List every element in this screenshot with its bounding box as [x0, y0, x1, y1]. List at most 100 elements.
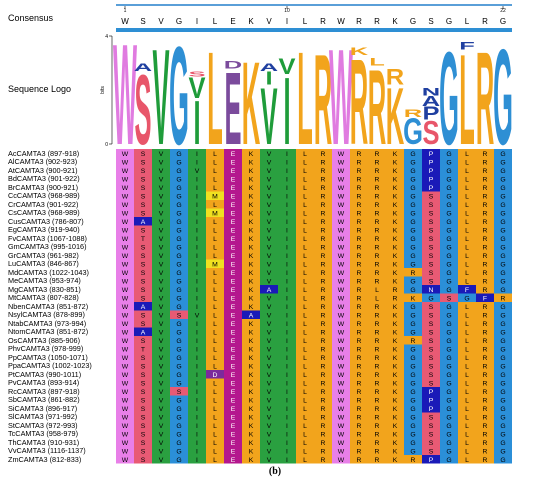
residue-cell	[314, 455, 332, 464]
residue-cell	[224, 438, 242, 447]
logo-letter: W	[329, 20, 353, 173]
sequence-name: CrCAMTA3 (901-922)	[8, 199, 79, 209]
residue-letter: K	[249, 159, 254, 166]
residue-letter: G	[176, 304, 181, 311]
residue-letter: G	[446, 219, 451, 226]
residue-cell	[422, 455, 440, 464]
residue-letter: I	[196, 329, 198, 336]
residue-cell	[296, 336, 314, 345]
residue-cell	[260, 183, 278, 192]
residue-cell	[224, 251, 242, 260]
residue-cell	[440, 429, 458, 438]
residue-letter: K	[393, 151, 398, 158]
residue-letter: V	[159, 448, 164, 455]
residue-cell	[314, 242, 332, 251]
residue-letter: R	[393, 287, 398, 294]
residue-cell	[260, 268, 278, 277]
residue-letter: G	[176, 168, 181, 175]
residue-cell	[458, 251, 476, 260]
residue-letter: L	[465, 236, 469, 243]
residue-letter: G	[446, 440, 451, 447]
residue-letter: K	[249, 346, 254, 353]
residue-letter: G	[410, 253, 415, 260]
residue-letter: G	[176, 397, 181, 404]
residue-cell	[116, 319, 134, 328]
residue-letter: V	[267, 168, 272, 175]
residue-letter: A	[267, 287, 272, 294]
residue-letter: I	[286, 261, 288, 268]
residue-letter: R	[357, 457, 362, 464]
residue-cell	[368, 157, 386, 166]
residue-cell	[242, 310, 260, 319]
residue-letter: R	[375, 397, 380, 404]
residue-letter: R	[321, 287, 326, 294]
residue-letter: G	[176, 270, 181, 277]
residue-letter: I	[196, 448, 198, 455]
residue-letter: R	[357, 270, 362, 277]
residue-letter: E	[231, 431, 236, 438]
residue-cell	[170, 429, 188, 438]
residue-cell	[314, 166, 332, 175]
residue-letter: L	[465, 457, 469, 464]
residue-cell	[152, 446, 170, 455]
residue-cell	[440, 268, 458, 277]
residue-cell	[332, 319, 350, 328]
residue-letter: G	[500, 159, 505, 166]
residue-letter: S	[429, 448, 434, 455]
residue-letter: G	[446, 397, 451, 404]
residue-letter: L	[303, 338, 307, 345]
residue-letter: R	[321, 244, 326, 251]
residue-letter: S	[141, 380, 146, 387]
position-tick-label: 22	[500, 8, 506, 14]
residue-cell	[296, 344, 314, 353]
residue-cell	[170, 166, 188, 175]
residue-cell	[278, 200, 296, 209]
residue-letter: W	[338, 193, 345, 200]
residue-letter: W	[338, 423, 345, 430]
residue-cell	[188, 319, 206, 328]
residue-letter: V	[159, 423, 164, 430]
residue-letter: L	[465, 176, 469, 183]
residue-cell	[296, 438, 314, 447]
residue-cell	[188, 336, 206, 345]
residue-cell	[152, 344, 170, 353]
logo-letter: I	[283, 58, 290, 165]
residue-cell	[440, 259, 458, 268]
residue-cell	[242, 217, 260, 226]
logo-letter-group: I	[193, 89, 200, 158]
residue-letter: G	[176, 448, 181, 455]
residue-cell	[422, 319, 440, 328]
sequence-name: SlCAMTA3 (971-992)	[8, 412, 78, 421]
residue-cell	[296, 259, 314, 268]
residue-letter: R	[483, 457, 488, 464]
residue-letter: K	[249, 414, 254, 421]
residue-cell	[116, 149, 134, 158]
residue-letter: L	[213, 321, 217, 328]
residue-letter: G	[446, 261, 451, 268]
residue-letter: R	[483, 423, 488, 430]
residue-cell	[440, 166, 458, 175]
residue-cell	[296, 421, 314, 430]
residue-letter: T	[141, 346, 145, 353]
residue-cell	[152, 225, 170, 234]
residue-cell	[152, 421, 170, 430]
residue-cell	[440, 183, 458, 192]
residue-cell	[404, 378, 422, 387]
residue-letter: L	[465, 431, 469, 438]
residue-cell	[206, 344, 224, 353]
residue-letter: I	[286, 159, 288, 166]
residue-cell	[188, 157, 206, 166]
residue-cell	[278, 149, 296, 158]
residue-cell	[152, 378, 170, 387]
residue-letter: K	[393, 346, 398, 353]
residue-cell	[260, 259, 278, 268]
residue-letter: G	[500, 287, 505, 294]
residue-cell	[404, 259, 422, 268]
residue-cell	[224, 149, 242, 158]
residue-letter: L	[465, 397, 469, 404]
residue-cell	[242, 242, 260, 251]
residue-letter: W	[338, 304, 345, 311]
residue-letter: R	[375, 236, 380, 243]
residue-cell	[260, 412, 278, 421]
sequence-name: NsylCAMTA3 (878-899)	[8, 310, 85, 319]
